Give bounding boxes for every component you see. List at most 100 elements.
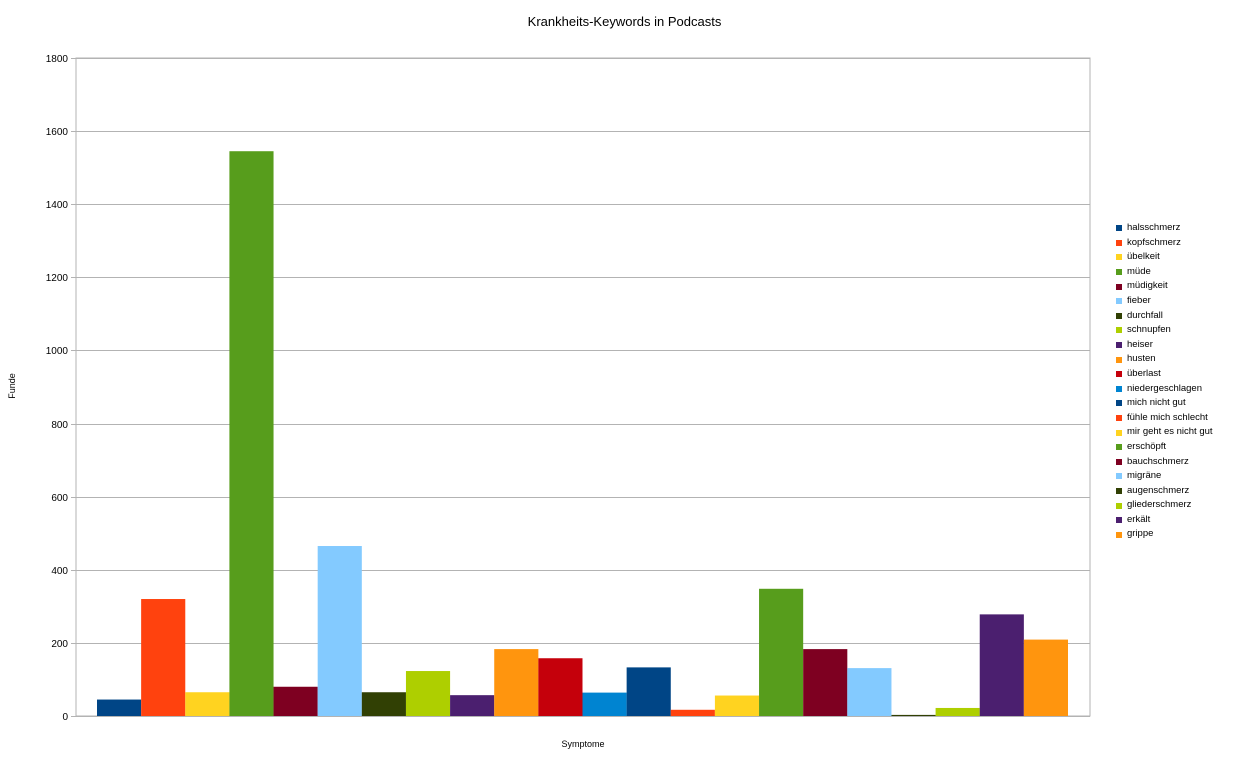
bar bbox=[979, 614, 1024, 716]
legend-label: schnupfen bbox=[1127, 324, 1171, 336]
bar bbox=[891, 714, 936, 716]
legend-entry: bauchschmerz bbox=[1116, 455, 1213, 470]
legend-entry: grippe bbox=[1116, 527, 1213, 542]
legend-swatch bbox=[1116, 254, 1122, 261]
bar bbox=[185, 692, 230, 716]
legend-label: durchfall bbox=[1127, 309, 1163, 321]
bar bbox=[141, 599, 186, 716]
legend-entry: halsschmerz bbox=[1116, 221, 1213, 236]
bar bbox=[273, 686, 318, 716]
legend-label: heiser bbox=[1127, 338, 1153, 350]
legend-entry: übelkeit bbox=[1116, 250, 1213, 265]
legend-swatch bbox=[1116, 458, 1122, 465]
legend-swatch bbox=[1116, 502, 1122, 509]
y-tick-label: 400 bbox=[51, 566, 68, 577]
legend-label: übelkeit bbox=[1127, 251, 1160, 263]
legend-swatch bbox=[1116, 400, 1122, 407]
legend-swatch bbox=[1116, 342, 1122, 349]
y-tick-label: 800 bbox=[51, 420, 68, 431]
legend-swatch bbox=[1116, 444, 1122, 451]
legend-entry: schnupfen bbox=[1116, 323, 1213, 338]
legend-entry: heiser bbox=[1116, 338, 1213, 353]
legend-entry: niedergeschlagen bbox=[1116, 382, 1213, 397]
y-tick-label: 600 bbox=[51, 493, 68, 504]
bar bbox=[759, 588, 804, 716]
bar bbox=[538, 658, 583, 716]
legend-entry: erschöpft bbox=[1116, 440, 1213, 455]
y-tick-label: 1800 bbox=[46, 54, 69, 65]
legend-swatch bbox=[1116, 473, 1122, 480]
chart-legend: halsschmerz kopfschmerz übelkeit müde müdigk… bbox=[1116, 221, 1213, 542]
legend-entry: fieber bbox=[1116, 294, 1213, 309]
bar bbox=[494, 649, 539, 716]
bar bbox=[847, 668, 892, 716]
bar bbox=[803, 649, 848, 716]
legend-label: gliederschmerz bbox=[1127, 499, 1192, 511]
bar bbox=[714, 695, 760, 716]
legend-entry: kopfschmerz bbox=[1116, 236, 1213, 251]
legend-swatch bbox=[1116, 385, 1122, 392]
legend-label: bauchschmerz bbox=[1127, 455, 1189, 467]
legend-swatch bbox=[1116, 371, 1122, 378]
bar bbox=[935, 707, 980, 716]
legend-label: grippe bbox=[1127, 528, 1154, 540]
bar bbox=[405, 671, 451, 716]
legend-entry: augenschmerz bbox=[1116, 484, 1213, 499]
legend-swatch bbox=[1116, 269, 1122, 276]
legend-label: migräne bbox=[1127, 470, 1162, 482]
legend-entry: migräne bbox=[1116, 469, 1213, 484]
bar bbox=[582, 692, 627, 716]
legend-entry: durchfall bbox=[1116, 309, 1213, 324]
legend-swatch bbox=[1116, 531, 1122, 538]
legend-label: mir geht es nicht gut bbox=[1127, 426, 1213, 438]
x-axis-label: Symptome bbox=[561, 739, 605, 749]
legend-label: halsschmerz bbox=[1127, 222, 1181, 233]
bar bbox=[361, 692, 406, 716]
legend-swatch bbox=[1116, 298, 1122, 305]
legend-swatch bbox=[1116, 415, 1122, 422]
legend-label: kopfschmerz bbox=[1127, 236, 1181, 248]
legend-label: mich nicht gut bbox=[1127, 397, 1186, 409]
y-tick-label: 1000 bbox=[46, 346, 69, 357]
legend-swatch bbox=[1116, 517, 1122, 524]
legend-label: fieber bbox=[1127, 294, 1151, 306]
legend-label: erkält bbox=[1127, 513, 1151, 525]
legend-label: überlast bbox=[1127, 367, 1161, 379]
legend-entry: mich nicht gut bbox=[1116, 396, 1213, 411]
legend-swatch bbox=[1116, 239, 1122, 246]
legend-entry: fühle mich schlecht bbox=[1116, 411, 1213, 426]
legend-entry: müde bbox=[1116, 265, 1213, 280]
legend-label: müdigkeit bbox=[1127, 280, 1168, 292]
bar bbox=[670, 709, 715, 716]
legend-entry: müdigkeit bbox=[1116, 279, 1213, 294]
legend-swatch bbox=[1116, 429, 1122, 436]
bar bbox=[97, 699, 142, 716]
legend-label: niedergeschlagen bbox=[1127, 382, 1203, 394]
legend-label: erschöpft bbox=[1127, 440, 1167, 452]
bar bbox=[450, 695, 495, 716]
legend-entry: gliederschmerz bbox=[1116, 498, 1213, 513]
legend-swatch bbox=[1116, 327, 1122, 334]
y-tick-label: 1600 bbox=[46, 127, 69, 138]
legend-entry: mir geht es nicht gut bbox=[1116, 425, 1213, 440]
bar bbox=[229, 151, 274, 716]
legend-entry: husten bbox=[1116, 352, 1213, 367]
plot-frame bbox=[75, 57, 1091, 717]
legend-swatch bbox=[1116, 283, 1122, 290]
legend-swatch bbox=[1116, 356, 1122, 363]
legend-label: augenschmerz bbox=[1127, 484, 1190, 496]
legend-label: müde bbox=[1127, 265, 1151, 277]
legend-swatch bbox=[1116, 312, 1122, 319]
bar bbox=[1023, 639, 1068, 716]
chart-title: Krankheits-Keywords in Podcasts bbox=[527, 14, 722, 29]
y-tick-label: 200 bbox=[51, 639, 68, 650]
legend-label: fühle mich schlecht bbox=[1127, 411, 1208, 423]
legend-swatch bbox=[1116, 225, 1122, 232]
legend-entry: überlast bbox=[1116, 367, 1213, 382]
bar bbox=[317, 546, 362, 716]
legend-label: husten bbox=[1127, 353, 1156, 365]
legend-swatch bbox=[1116, 487, 1122, 494]
legend-entry: erkält bbox=[1116, 513, 1213, 528]
bar bbox=[626, 667, 671, 716]
